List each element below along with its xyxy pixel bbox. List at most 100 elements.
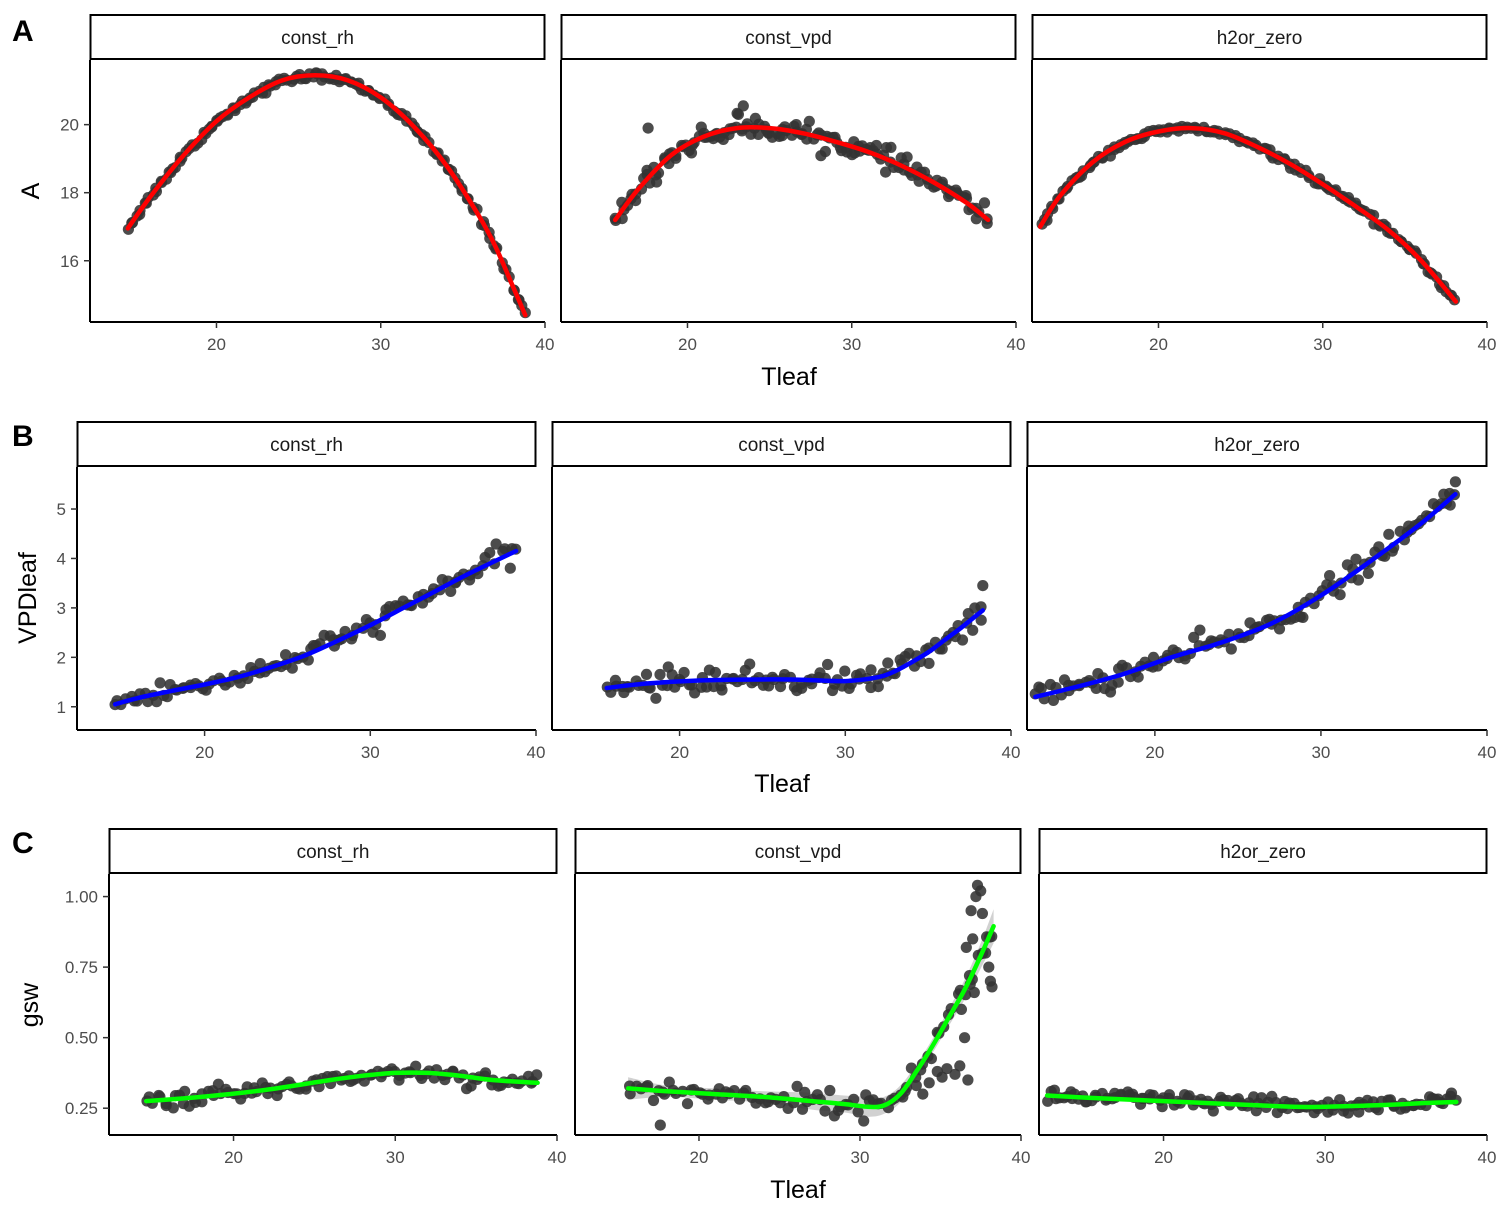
data-point <box>959 1032 971 1044</box>
smooth-fit-line <box>1037 125 1459 304</box>
smooth-fit-line <box>1033 491 1458 700</box>
facet-b-const-vpd: const_vpd 20 30 40 <box>551 421 1020 762</box>
data-point <box>1373 541 1385 553</box>
data-point <box>975 614 987 626</box>
data-point <box>1207 1105 1219 1117</box>
data-point <box>790 119 802 131</box>
panel-letter-a: A <box>12 15 34 48</box>
facet-strip <box>1038 828 1488 874</box>
y-axis-title-c: gsw <box>16 982 44 1027</box>
x-tick-label: 20 <box>690 1148 709 1167</box>
facet-c-const-rh: const_rh 20 30 40 0.25 0.50 0.75 1.00 <box>65 828 566 1167</box>
data-point <box>913 175 925 187</box>
x-tick-label: 20 <box>1154 1148 1173 1167</box>
data-point <box>647 1094 660 1107</box>
data-point <box>983 961 995 973</box>
data-point <box>709 666 722 679</box>
data-point <box>737 100 749 112</box>
data-point <box>955 1003 968 1016</box>
x-tick-label: 30 <box>1316 1148 1335 1167</box>
x-tick-label: 20 <box>224 1148 243 1167</box>
facet-strip-label: const_vpd <box>755 842 842 863</box>
x-axis-title-a: Tleaf <box>761 363 817 391</box>
smooth-fit-line <box>143 1070 540 1104</box>
data-point <box>179 1085 191 1097</box>
panel-c: C const_rh 20 30 40 0.25 0.50 0.75 1.00 const_v… <box>12 827 1496 1204</box>
facet-b-const-rh: const_rh 20 30 40 1 2 3 4 5 <box>57 421 545 762</box>
y-tick-label: 1.00 <box>65 888 98 907</box>
data-point <box>504 562 516 574</box>
x-tick-label: 20 <box>195 743 214 762</box>
data-point <box>254 658 266 670</box>
data-point <box>901 151 913 163</box>
data-point <box>654 668 666 681</box>
panel-a: A const_rh 20 30 40 16 18 20 const_vpd 20 30 40 h… <box>12 14 1496 391</box>
x-tick-label: 20 <box>670 743 689 762</box>
facet-strip <box>560 14 1017 60</box>
data-point <box>819 145 832 158</box>
x-axis-title-b: Tleaf <box>754 770 810 798</box>
facet-strip <box>574 828 1022 874</box>
panel-letter-c: C <box>12 827 34 860</box>
y-tick-label: 3 <box>57 599 66 618</box>
y-tick-label: 18 <box>60 184 79 203</box>
data-point <box>977 580 989 592</box>
data-point <box>848 1093 860 1105</box>
x-tick-label: 30 <box>836 743 855 762</box>
data-point <box>976 907 989 920</box>
data-point <box>872 681 884 693</box>
data-point <box>880 166 892 178</box>
data-point <box>1035 682 1047 695</box>
data-point <box>791 1080 803 1092</box>
facet-a-h2or-zero: h2or_zero 20 30 40 <box>1031 14 1496 354</box>
data-point <box>819 1105 831 1117</box>
facet-strip <box>551 421 1012 467</box>
data-point <box>1163 1089 1175 1101</box>
data-point <box>681 1098 694 1110</box>
data-point <box>954 1060 966 1072</box>
data-point <box>960 941 972 954</box>
y-tick-label: 5 <box>57 500 66 519</box>
smooth-fit-line <box>612 124 991 223</box>
y-tick-label: 20 <box>60 116 79 135</box>
data-point <box>941 1063 953 1075</box>
data-point <box>410 1060 422 1072</box>
data-point <box>732 108 745 120</box>
data-point <box>1324 570 1336 582</box>
x-tick-label: 20 <box>207 335 226 354</box>
data-point <box>479 1067 492 1079</box>
data-point <box>923 1077 935 1089</box>
facet-strip-label: h2or_zero <box>1217 28 1303 49</box>
data-point <box>484 547 496 559</box>
data-point <box>962 1074 974 1086</box>
data-point <box>650 692 662 704</box>
data-point <box>803 115 815 127</box>
data-point <box>799 1086 811 1098</box>
data-point <box>1297 611 1309 624</box>
data-point <box>965 905 977 917</box>
y-tick-label: 16 <box>60 252 79 271</box>
data-point <box>167 1102 179 1114</box>
x-tick-label: 40 <box>1478 1148 1497 1167</box>
facet-strip-label: const_rh <box>297 842 370 863</box>
x-axis-title-c: Tleaf <box>770 1176 826 1204</box>
data-point <box>1362 567 1374 580</box>
data-point <box>858 1115 870 1127</box>
y-axis-title-a: A <box>17 182 45 199</box>
data-point <box>1438 488 1450 500</box>
data-point <box>936 1071 948 1083</box>
x-tick-label: 20 <box>1149 335 1168 354</box>
y-tick-label: 2 <box>57 648 66 667</box>
data-point <box>968 986 980 999</box>
facet-a-const-rh: const_rh 20 30 40 16 18 20 <box>60 14 554 354</box>
data-point <box>445 585 457 598</box>
data-point <box>910 1080 922 1092</box>
data-point <box>824 1084 836 1097</box>
data-point <box>1350 553 1362 565</box>
data-point <box>280 649 292 661</box>
data-point <box>917 1088 929 1100</box>
facet-strip <box>108 828 558 874</box>
data-point <box>970 891 982 903</box>
data-point <box>1156 1101 1168 1113</box>
